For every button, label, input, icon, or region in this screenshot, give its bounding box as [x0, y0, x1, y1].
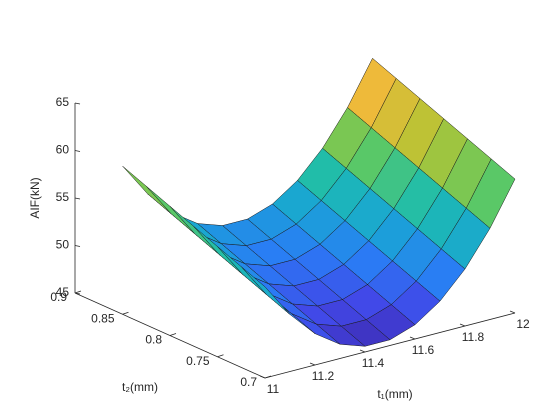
z-tick — [74, 197, 81, 200]
z-tick-label: 45 — [56, 285, 70, 299]
surface-patch — [122, 165, 172, 215]
y-tick — [264, 375, 272, 379]
z-axis-label: AIF(kN) — [28, 177, 42, 218]
z-tick-label: 55 — [56, 190, 70, 204]
y-tick — [74, 290, 82, 294]
x-tick — [509, 310, 516, 314]
z-tick-label: 50 — [56, 238, 70, 252]
y-tick-label: 0.75 — [186, 354, 210, 368]
z-tick — [74, 102, 81, 105]
y-tick-label: 0.7 — [240, 375, 257, 389]
surface-patch — [146, 185, 196, 235]
z-tick-label: 60 — [56, 143, 70, 157]
y-tick — [217, 354, 224, 358]
x-tick — [459, 323, 466, 327]
y-tick-label: 0.8 — [145, 333, 162, 347]
y-tick-label: 0.85 — [91, 311, 115, 325]
z-tick — [74, 292, 81, 295]
x-tick-label: 11.4 — [362, 356, 385, 370]
x-axis — [264, 312, 516, 379]
y-axis-label: t₂(mm) — [122, 380, 158, 394]
z-tick-label: 65 — [56, 95, 70, 109]
x-tick-label: 11 — [267, 382, 280, 396]
y-tick — [169, 333, 177, 336]
x-tick-label: 11.6 — [412, 343, 435, 357]
x-tick — [409, 336, 416, 340]
y-tick-label: 0.9 — [50, 290, 67, 304]
x-axis-label: t₁(mm) — [377, 387, 412, 401]
x-tick — [309, 362, 316, 366]
surface-patch — [241, 266, 291, 315]
x-tick-label: 11.8 — [462, 330, 485, 344]
z-tick — [74, 150, 81, 152]
z-tick — [74, 245, 81, 247]
x-tick-label: 11.2 — [312, 369, 335, 383]
x-tick — [359, 349, 366, 353]
x-tick — [259, 375, 266, 379]
x-tick-label: 12 — [516, 317, 530, 331]
y-tick — [122, 311, 129, 315]
